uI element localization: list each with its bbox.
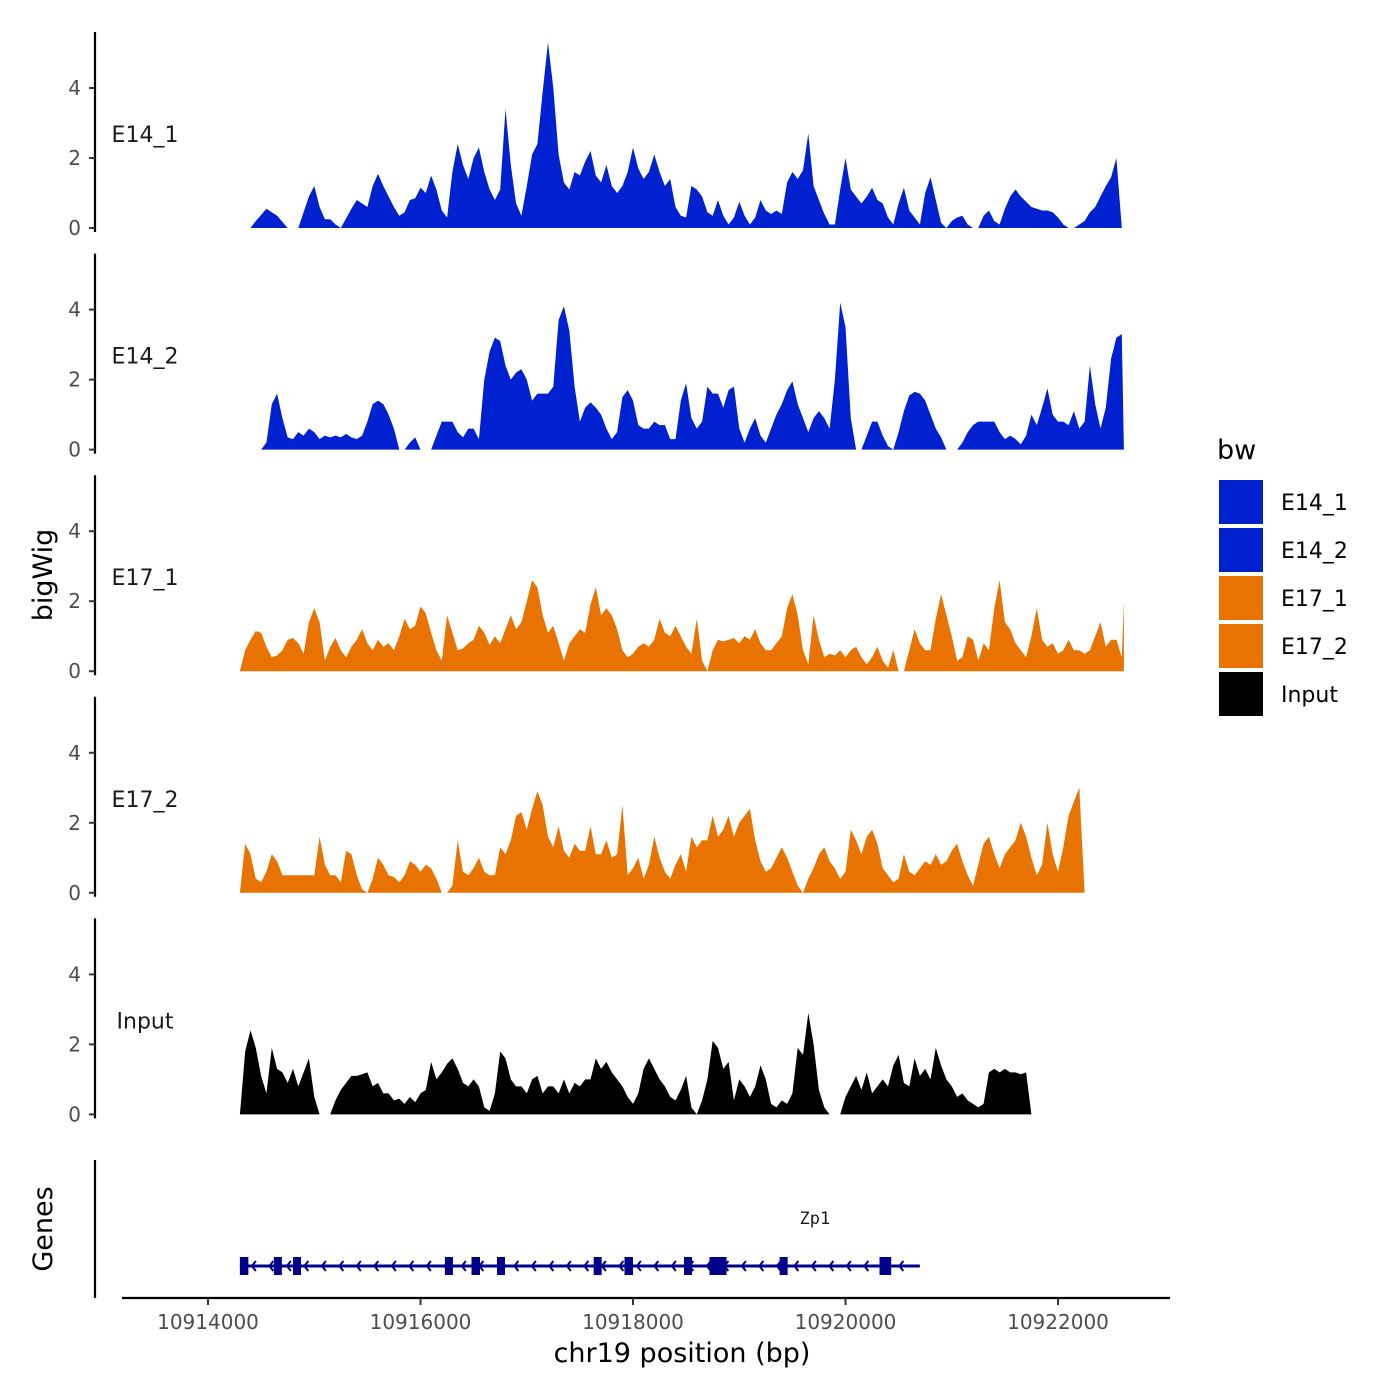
track-E17_2: 0 2 4 E17_2 <box>68 696 1085 905</box>
x-tick-label: 10916000 <box>370 1310 472 1334</box>
strand-arrow <box>845 1260 852 1272</box>
legend-key-E14_1 <box>1219 480 1263 524</box>
track-E14_1: 0 2 4 E14_1 <box>68 32 1122 240</box>
strand-arrow <box>863 1260 870 1272</box>
track-label: E17_1 <box>112 566 179 591</box>
legend: bw E14_1 E14_2 E17_1 E17_2 Input <box>1217 435 1348 716</box>
strand-arrow <box>758 1260 765 1272</box>
gene-exon <box>273 1257 282 1275</box>
strand-arrow <box>635 1260 642 1272</box>
y-tick-label: 2 <box>68 368 81 392</box>
coverage-area-E14_2 <box>261 302 1124 450</box>
track-label: Input <box>117 1009 174 1034</box>
strand-arrow <box>268 1260 275 1272</box>
coverage-area-Input <box>239 1012 1032 1115</box>
strand-arrow <box>740 1260 747 1272</box>
strand-arrow <box>390 1260 397 1272</box>
legend-label: E17_1 <box>1281 587 1348 612</box>
strand-arrow <box>250 1260 257 1272</box>
track-E14_2: 0 2 4 E14_2 <box>68 253 1124 462</box>
legend-label: E14_2 <box>1281 539 1348 564</box>
strand-arrow <box>898 1260 905 1272</box>
legend-title: bw <box>1217 435 1256 466</box>
track-Input: 0 2 4 Input <box>68 918 1032 1126</box>
gene-exon <box>293 1257 301 1275</box>
gene-exon <box>624 1257 633 1275</box>
strand-arrow <box>355 1260 362 1272</box>
legend-label: E14_1 <box>1281 491 1348 516</box>
y-tick-label: 0 <box>68 216 81 240</box>
y-tick-label: 0 <box>68 881 81 905</box>
coverage-area-E14_1 <box>250 42 1122 228</box>
x-tick-label: 10914000 <box>157 1310 259 1334</box>
track-label: E14_1 <box>112 123 179 148</box>
strand-arrow <box>548 1260 555 1272</box>
strand-arrow <box>338 1260 345 1272</box>
track-label: E14_2 <box>112 345 179 370</box>
y-tick-label: 2 <box>68 1032 81 1056</box>
gene-exon <box>779 1257 788 1275</box>
legend-label: Input <box>1281 683 1338 708</box>
coverage-area-E17_2 <box>239 787 1085 893</box>
strand-arrow <box>775 1260 782 1272</box>
track-label: E17_2 <box>112 788 179 813</box>
legend-key-E17_2 <box>1219 624 1263 668</box>
y-tick-label: 0 <box>68 438 81 462</box>
coverage-tracks: 0 2 4 E14_1 0 2 4 E14_2 0 2 4 E17_1 0 2 4 E17_2 0 2 4 Input <box>68 32 1124 1126</box>
strand-arrow <box>670 1260 677 1272</box>
x-tick-label: 10922000 <box>1007 1310 1109 1334</box>
legend-key-Input <box>1219 672 1263 716</box>
y-tick-label: 2 <box>68 589 81 613</box>
gene-exon <box>709 1257 727 1275</box>
gene-exon <box>239 1257 249 1275</box>
strand-arrow <box>285 1260 292 1272</box>
y-tick-label: 2 <box>68 146 81 170</box>
strand-arrow <box>408 1260 415 1272</box>
gene-exon <box>593 1257 602 1275</box>
y-tick-label: 4 <box>68 519 81 543</box>
legend-key-E17_1 <box>1219 576 1263 620</box>
strand-arrow <box>653 1260 660 1272</box>
strand-arrow <box>373 1260 380 1272</box>
legend-key-E14_2 <box>1219 528 1263 572</box>
gene-exon <box>684 1257 692 1275</box>
y-tick-label: 0 <box>68 1102 81 1126</box>
strand-arrow <box>600 1260 607 1272</box>
gene-exon <box>879 1257 892 1275</box>
y-tick-label: 4 <box>68 962 81 986</box>
gene-exon <box>444 1257 453 1275</box>
coverage-area-E17_1 <box>239 580 1124 672</box>
strand-arrow <box>810 1260 817 1272</box>
strand-arrow <box>565 1260 572 1272</box>
strand-arrow <box>460 1260 467 1272</box>
strand-arrow <box>513 1260 520 1272</box>
strand-arrow <box>618 1260 625 1272</box>
gene-panel: Zp1 <box>93 1160 920 1298</box>
track-E17_1: 0 2 4 E17_1 <box>68 475 1124 683</box>
x-axis: 10914000 10916000 10918000 10920000 10922000 <box>122 1296 1170 1334</box>
y-axis-title: bigWig <box>28 529 59 622</box>
y-tick-label: 4 <box>68 298 81 322</box>
strand-arrow <box>583 1260 590 1272</box>
y-tick-label: 0 <box>68 659 81 683</box>
strand-arrow <box>530 1260 537 1272</box>
gene-exon <box>471 1257 480 1275</box>
gene-exon <box>497 1257 505 1275</box>
y-tick-label: 4 <box>68 76 81 100</box>
strand-arrow <box>793 1260 800 1272</box>
gene-Zp1: Zp1 <box>239 1209 920 1275</box>
strand-arrow <box>828 1260 835 1272</box>
y-tick-label: 4 <box>68 741 81 765</box>
y-tick-label: 2 <box>68 811 81 835</box>
x-tick-label: 10920000 <box>795 1310 897 1334</box>
strand-arrow <box>303 1260 310 1272</box>
gene-track-title: Genes <box>28 1186 59 1271</box>
strand-arrow <box>320 1260 327 1272</box>
gene-name-label: Zp1 <box>800 1209 831 1229</box>
x-axis-title: chr19 position (bp) <box>554 1338 811 1369</box>
legend-label: E17_2 <box>1281 635 1348 660</box>
x-tick-label: 10918000 <box>582 1310 684 1334</box>
strand-arrow <box>425 1260 432 1272</box>
